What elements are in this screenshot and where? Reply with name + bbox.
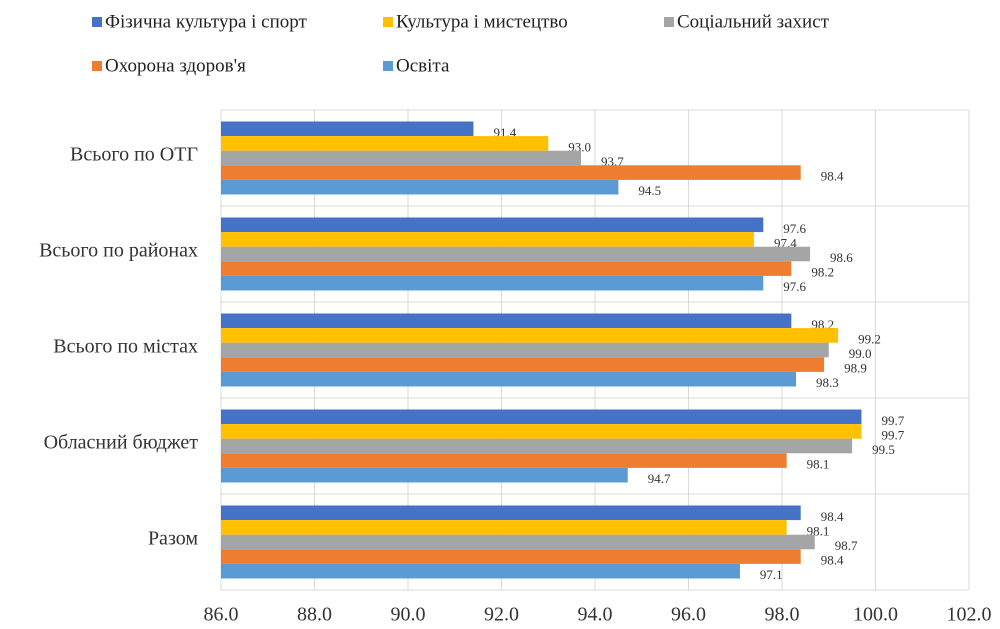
legend-label: Фізична культура і спорт [105, 11, 308, 32]
bar [221, 563, 740, 579]
value-label: 99.7 [881, 413, 904, 428]
legend-swatch [383, 61, 393, 71]
y-tick-label: Обласний бюджет [44, 432, 199, 454]
bar [221, 246, 811, 262]
value-label: 99.2 [858, 331, 881, 346]
x-tick-label: 90.0 [391, 604, 426, 626]
y-tick-label: Всього по ОТГ [70, 144, 198, 166]
bar [221, 534, 815, 550]
value-label: 99.0 [849, 346, 872, 361]
legend-swatch [92, 61, 102, 71]
legend-swatch [92, 17, 102, 27]
bar [221, 438, 853, 454]
bar [221, 453, 787, 468]
x-tick-label: 92.0 [484, 604, 519, 626]
value-label: 98.2 [811, 317, 834, 332]
bar [221, 232, 754, 247]
bar [221, 217, 764, 233]
bar [221, 357, 825, 372]
legend-label: Охорона здоров'я [105, 55, 246, 76]
x-tick-label: 102.0 [947, 604, 992, 626]
value-label: 98.4 [821, 553, 844, 568]
value-label: 91.4 [493, 125, 516, 140]
y-tick-label: Всього по містах [53, 336, 198, 358]
legend-label: Освіта [396, 55, 450, 76]
legend-label: Культура і мистецтво [396, 11, 568, 32]
bar [221, 261, 792, 276]
bar [221, 165, 801, 180]
value-label: 98.4 [821, 509, 844, 524]
bar [221, 136, 549, 151]
y-tick-label: Всього по районах [39, 240, 198, 262]
bar [221, 549, 801, 564]
value-label: 99.7 [881, 427, 904, 442]
bar [221, 520, 787, 535]
value-label: 98.9 [844, 361, 867, 376]
value-label: 99.5 [872, 442, 895, 457]
bar [221, 371, 797, 387]
bar [221, 342, 829, 358]
bar [221, 275, 764, 291]
legend-swatch [383, 17, 393, 27]
legend-swatch [664, 17, 674, 27]
bar [221, 467, 628, 483]
value-label: 94.5 [638, 183, 661, 198]
x-tick-label: 86.0 [204, 604, 239, 626]
value-label: 94.7 [648, 471, 671, 486]
y-tick-label: Разом [148, 528, 198, 550]
value-label: 93.0 [568, 139, 591, 154]
x-tick-label: 88.0 [297, 604, 332, 626]
bar [221, 505, 801, 521]
bar [221, 179, 619, 195]
value-label: 98.1 [807, 523, 830, 538]
value-label: 98.1 [807, 457, 830, 472]
x-tick-label: 96.0 [671, 604, 706, 626]
value-label: 98.4 [821, 169, 844, 184]
value-label: 98.6 [830, 250, 853, 265]
bar [221, 121, 474, 137]
bar [221, 424, 862, 439]
bar [221, 328, 839, 343]
value-label: 97.6 [783, 221, 806, 236]
value-label: 97.4 [774, 235, 797, 250]
value-label: 97.6 [783, 279, 806, 294]
bar [221, 409, 862, 425]
legend-label: Соціальний захист [677, 11, 830, 32]
x-tick-label: 98.0 [765, 604, 800, 626]
value-label: 98.7 [835, 538, 858, 553]
value-label: 98.2 [811, 265, 834, 280]
bar [221, 150, 581, 166]
x-tick-label: 94.0 [578, 604, 613, 626]
value-label: 98.3 [816, 375, 839, 390]
bar [221, 313, 792, 329]
value-label: 97.1 [760, 567, 783, 582]
x-tick-label: 100.0 [853, 604, 898, 626]
value-label: 93.7 [601, 154, 624, 169]
